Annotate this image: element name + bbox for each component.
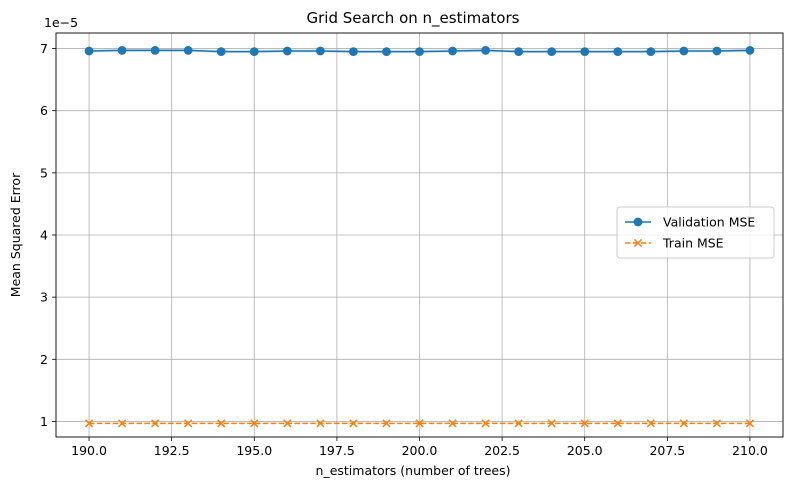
y-tick-label: 1 — [40, 414, 48, 429]
data-point-stroke — [448, 419, 457, 428]
data-point-stroke — [217, 419, 226, 428]
data-point — [84, 419, 94, 428]
legend: Validation MSE Train MSE — [616, 206, 775, 259]
data-point — [150, 46, 160, 55]
data-point — [679, 419, 688, 428]
data-point — [514, 47, 524, 57]
data-point-stroke — [514, 419, 523, 428]
data-point — [448, 46, 457, 56]
x-tick-label: 207.5 — [649, 443, 685, 458]
data-point — [712, 46, 722, 56]
y-tick-label: 6 — [40, 103, 48, 118]
data-point — [415, 419, 424, 428]
data-point — [679, 46, 689, 56]
data-point-stroke — [547, 419, 556, 428]
data-point — [580, 419, 589, 428]
data-point-stroke — [679, 419, 688, 428]
data-point-stroke — [316, 419, 325, 428]
data-point — [613, 47, 623, 57]
x-axis-ticks: 190.0 192.5 195.0 197.5 200.0 202.5 205.0 207.5… — [71, 437, 768, 458]
legend-label: Train MSE — [662, 236, 724, 251]
data-point-stroke — [712, 419, 722, 428]
y-tick-label: 4 — [40, 228, 48, 243]
data-point — [282, 46, 292, 56]
data-point — [481, 46, 490, 55]
data-point — [216, 47, 226, 57]
data-point — [448, 419, 457, 428]
data-point — [151, 419, 160, 428]
x-tick-label: 195.0 — [236, 443, 272, 458]
x-axis-label: n_estimators (number of trees) — [316, 463, 511, 478]
y-axis-ticks: 1 2 3 4 5 6 7 — [40, 41, 56, 429]
x-tick-label: 197.5 — [319, 443, 355, 458]
y-tick-label: 5 — [40, 165, 48, 180]
x-tick-label: 190.0 — [71, 443, 107, 458]
data-point — [249, 47, 259, 57]
data-point — [316, 419, 325, 428]
data-point-stroke — [633, 238, 643, 248]
data-point-stroke — [646, 419, 655, 428]
data-point — [646, 419, 655, 428]
data-point — [382, 47, 391, 57]
data-point — [217, 419, 226, 428]
legend-label: Validation MSE — [663, 215, 755, 230]
data-point-stroke — [415, 419, 424, 428]
legend-box — [616, 206, 775, 259]
data-point-stroke — [481, 419, 490, 428]
data-point — [745, 419, 755, 428]
data-point-stroke — [151, 419, 160, 428]
data-point — [183, 46, 193, 55]
data-point-stroke — [745, 419, 755, 428]
y-offset-label: 1e−5 — [44, 15, 78, 30]
data-point-stroke — [250, 419, 259, 428]
data-point — [613, 419, 622, 428]
data-point — [481, 419, 490, 428]
data-point-stroke — [117, 419, 127, 428]
x-tick-label: 200.0 — [402, 443, 438, 458]
data-point — [84, 46, 94, 56]
data-point — [514, 419, 523, 428]
x-tick-label: 205.0 — [567, 443, 603, 458]
x-tick-label: 192.5 — [154, 443, 190, 458]
y-tick-label: 2 — [40, 352, 48, 367]
data-point-stroke — [184, 419, 193, 428]
data-point-stroke — [580, 419, 589, 428]
y-tick-label: 3 — [40, 290, 48, 305]
data-point-stroke — [84, 419, 94, 428]
y-tick-label: 7 — [40, 41, 48, 56]
data-point-stroke — [613, 419, 622, 428]
series-lines — [84, 46, 755, 428]
data-point — [315, 46, 325, 56]
data-point — [117, 419, 127, 428]
data-point — [646, 47, 656, 57]
data-point-stroke — [382, 419, 391, 428]
data-point — [250, 419, 259, 428]
data-point — [117, 46, 127, 55]
data-point — [745, 46, 755, 55]
data-point — [382, 419, 391, 428]
data-point — [547, 47, 557, 57]
data-point-stroke — [349, 419, 358, 428]
data-point — [184, 419, 193, 428]
y-axis-label: Mean Squared Error — [8, 172, 23, 297]
data-point — [349, 419, 358, 428]
x-tick-label: 202.5 — [484, 443, 520, 458]
data-point — [415, 47, 424, 57]
x-tick-label: 210.0 — [732, 443, 768, 458]
grid-lines — [56, 33, 783, 437]
data-point — [633, 238, 643, 248]
data-point — [283, 419, 292, 428]
data-point — [349, 47, 358, 57]
data-point — [547, 419, 556, 428]
data-point-stroke — [283, 419, 292, 428]
chart-title: Grid Search on n_estimators — [307, 9, 520, 28]
data-point — [712, 419, 722, 428]
data-point — [580, 47, 590, 57]
data-point — [633, 217, 643, 227]
